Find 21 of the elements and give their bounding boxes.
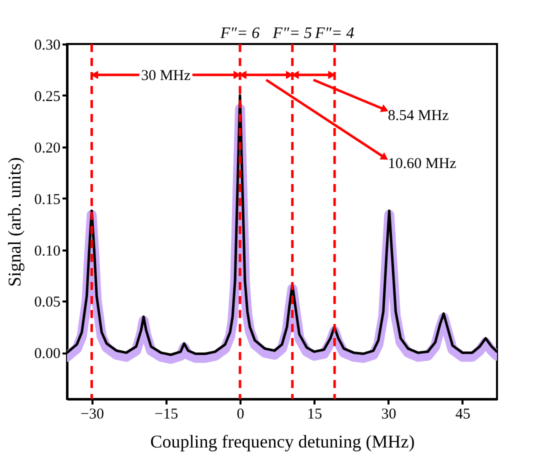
annotation: 10.60 MHz [388,156,457,172]
x-tick-label: 0 [236,406,244,422]
x-tick-label: −15 [154,406,178,422]
y-tick-label: 0.20 [34,140,60,156]
annotation: F″= 5 [272,25,312,42]
x-axis-title: Coupling frequency detuning (MHz) [150,432,415,452]
annotation: F″= 4 [314,25,354,42]
y-tick-label: 0.05 [34,294,60,311]
annotation: F″= 6 [219,25,260,42]
annotation: 30 MHz [141,68,191,84]
y-tick-label: 0.15 [34,192,60,208]
x-tick-label: −30 [80,406,104,422]
x-tick-label: 15 [307,406,322,422]
y-tick-label: 0.30 [34,38,60,54]
x-tick-label: 30 [381,406,396,422]
x-tick-label: 45 [455,406,470,422]
y-tick-label: 0.10 [34,243,60,260]
y-tick-label: 0.00 [34,346,60,362]
annotation: 8.54 MHz [388,108,450,124]
y-axis-title: Signal (arb. units) [4,157,24,287]
y-tick-label: 0.25 [34,88,60,105]
